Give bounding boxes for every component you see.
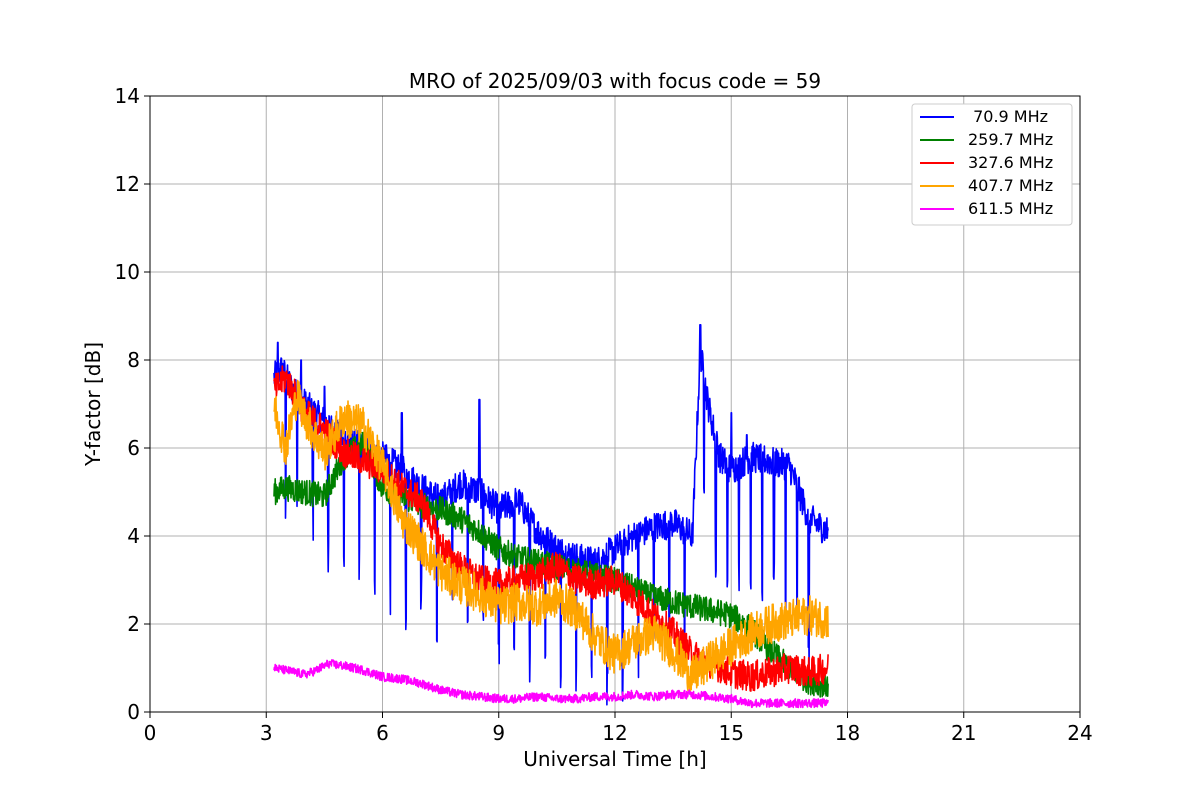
- y-tick-label: 14: [115, 84, 140, 108]
- y-tick-label: 6: [127, 436, 140, 460]
- legend: 70.9 MHz 259.7 MHz 327.6 MHz 407.7 MHz 611.5…: [911, 103, 1073, 226]
- legend-label: 611.5 MHz: [968, 199, 1053, 218]
- y-tick-label: 12: [115, 172, 140, 196]
- x-tick-label: 0: [144, 721, 157, 745]
- y-tick-label: 0: [127, 700, 140, 724]
- x-axis-label: Universal Time [h]: [523, 747, 706, 771]
- legend-label: 70.9 MHz: [968, 107, 1048, 126]
- y-axis-label: Y-factor [dB]: [81, 342, 105, 467]
- x-tick-label: 6: [376, 721, 389, 745]
- chart-title: MRO of 2025/09/03 with focus code = 59: [409, 69, 821, 93]
- legend-label: 327.6 MHz: [968, 153, 1053, 172]
- x-tick-label: 12: [602, 721, 627, 745]
- x-tick-label: 18: [835, 721, 860, 745]
- y-tick-label: 8: [127, 348, 140, 372]
- legend-label: 407.7 MHz: [968, 176, 1053, 195]
- series-layer: [273, 324, 829, 709]
- legend-label: 259.7 MHz: [968, 130, 1053, 149]
- x-tick-label: 9: [492, 721, 505, 745]
- x-tick-label: 24: [1067, 721, 1092, 745]
- y-tick-label: 10: [115, 260, 140, 284]
- series-line: [273, 659, 829, 709]
- series-line: [273, 365, 829, 692]
- x-tick-label: 15: [719, 721, 744, 745]
- series-line: [273, 379, 829, 693]
- y-tick-label: 4: [127, 524, 140, 548]
- x-tick-label: 3: [260, 721, 273, 745]
- x-tick-label: 21: [951, 721, 976, 745]
- legend-box: [911, 103, 1073, 226]
- y-tick-label: 2: [127, 612, 140, 636]
